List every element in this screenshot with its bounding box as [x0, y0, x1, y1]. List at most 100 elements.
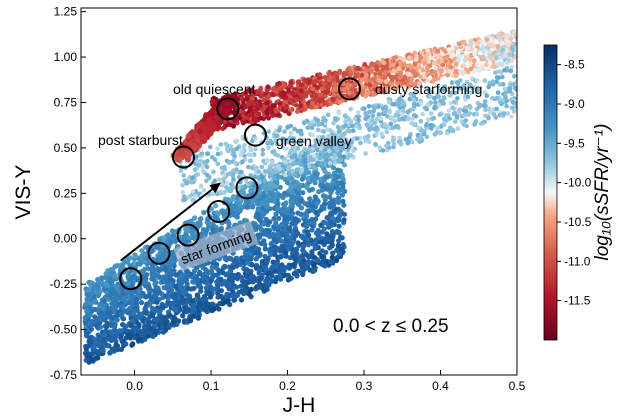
scatter-point: [450, 105, 456, 111]
scatter-point: [104, 282, 110, 288]
scatter-point: [180, 189, 185, 195]
scatter-point: [288, 107, 294, 113]
scatter-point: [262, 253, 268, 259]
scatter-point: [517, 58, 522, 63]
scatter-point: [210, 191, 216, 197]
scatter-point: [196, 300, 202, 306]
scatter-point: [274, 260, 280, 266]
scatter-point: [227, 255, 233, 261]
scatter-point: [189, 298, 196, 304]
scatter-point: [292, 153, 298, 158]
scatter-point: [262, 246, 268, 252]
scatter-point: [461, 63, 467, 68]
scatter-point: [219, 208, 225, 214]
scatter-point: [432, 69, 438, 75]
scatter-point: [439, 68, 444, 74]
scatter-point: [359, 73, 365, 78]
scatter-point: [333, 173, 339, 179]
scatter-point: [336, 217, 342, 223]
scatter-point: [330, 97, 336, 103]
scatter-point: [472, 122, 477, 127]
scatter-point: [300, 271, 306, 278]
scatter-point: [383, 122, 388, 128]
scatter-point: [312, 267, 318, 273]
scatter-point: [268, 181, 274, 187]
scatter-point: [381, 60, 387, 66]
scatter-point: [390, 101, 395, 107]
scatter-point: [329, 243, 335, 249]
scatter-point: [262, 264, 268, 270]
scatter-point: [286, 246, 292, 252]
scatter-point: [425, 117, 431, 122]
scatter-point: [303, 213, 310, 219]
scatter-point: [229, 272, 235, 278]
scatter-point: [314, 85, 320, 91]
scatter-point: [343, 123, 348, 128]
scatter-point: [292, 233, 299, 239]
scatter-point: [291, 271, 297, 277]
scatter-point: [269, 141, 275, 146]
scatter-point: [388, 114, 394, 120]
scatter-point: [364, 78, 369, 83]
scatter-point: [255, 254, 261, 260]
scatter-point: [384, 129, 390, 135]
scatter-point: [444, 112, 449, 118]
scatter-point: [286, 171, 292, 177]
scatter-point: [451, 99, 457, 105]
scatter-point: [136, 322, 142, 328]
scatter-point: [369, 61, 375, 67]
scatter-point: [134, 304, 140, 310]
scatter-point: [248, 278, 254, 284]
scatter-point: [425, 102, 431, 107]
scatter-point: [332, 81, 337, 86]
scatter-point: [298, 161, 304, 167]
scatter-point: [407, 63, 413, 69]
scatter-point: [323, 160, 328, 166]
scatter-point: [190, 175, 195, 180]
scatter-point: [95, 306, 101, 312]
scatter-point: [185, 269, 191, 275]
scatter-point: [305, 90, 310, 95]
scatter-point: [396, 101, 401, 107]
scatter-point: [156, 267, 162, 273]
scatter-point: [520, 100, 525, 105]
scatter-point: [268, 251, 274, 258]
scatter-point: [248, 158, 254, 163]
scatter-point: [86, 359, 92, 365]
scatter-point: [243, 267, 249, 273]
scatter-point: [103, 328, 109, 334]
scatter-point: [232, 212, 238, 219]
scatter-point: [222, 264, 228, 270]
scatter-point: [521, 42, 526, 47]
scatter-point: [205, 158, 210, 164]
scatter-point: [400, 116, 405, 122]
scatter-point: [326, 85, 331, 90]
scatter-point: [428, 122, 434, 128]
scatter-point: [310, 86, 316, 92]
scatter-point: [336, 223, 342, 229]
scatter-point: [265, 271, 271, 277]
scatter-point: [166, 285, 172, 291]
scatter-point: [358, 140, 363, 146]
scatter-point: [484, 93, 490, 98]
scatter-point: [337, 68, 343, 74]
scatter-point: [307, 196, 313, 202]
scatter-point: [234, 138, 240, 143]
scatter-point: [84, 308, 90, 314]
scatter-point: [319, 86, 325, 92]
scatter-point: [208, 294, 214, 300]
scatter-point: [329, 181, 335, 187]
scatter-point: [263, 216, 269, 222]
scatter-point: [324, 231, 330, 237]
scatter-point: [324, 101, 330, 106]
scatter-point: [170, 228, 176, 234]
scatter-point: [266, 277, 272, 283]
scatter-point: [500, 54, 506, 60]
scatter-point: [366, 134, 371, 139]
scatter-point: [419, 138, 425, 144]
scatter-point: [157, 308, 163, 314]
scatter-point: [453, 73, 459, 79]
scatter-point: [220, 126, 226, 132]
scatter-point: [448, 125, 453, 131]
scatter-point: [288, 275, 294, 281]
